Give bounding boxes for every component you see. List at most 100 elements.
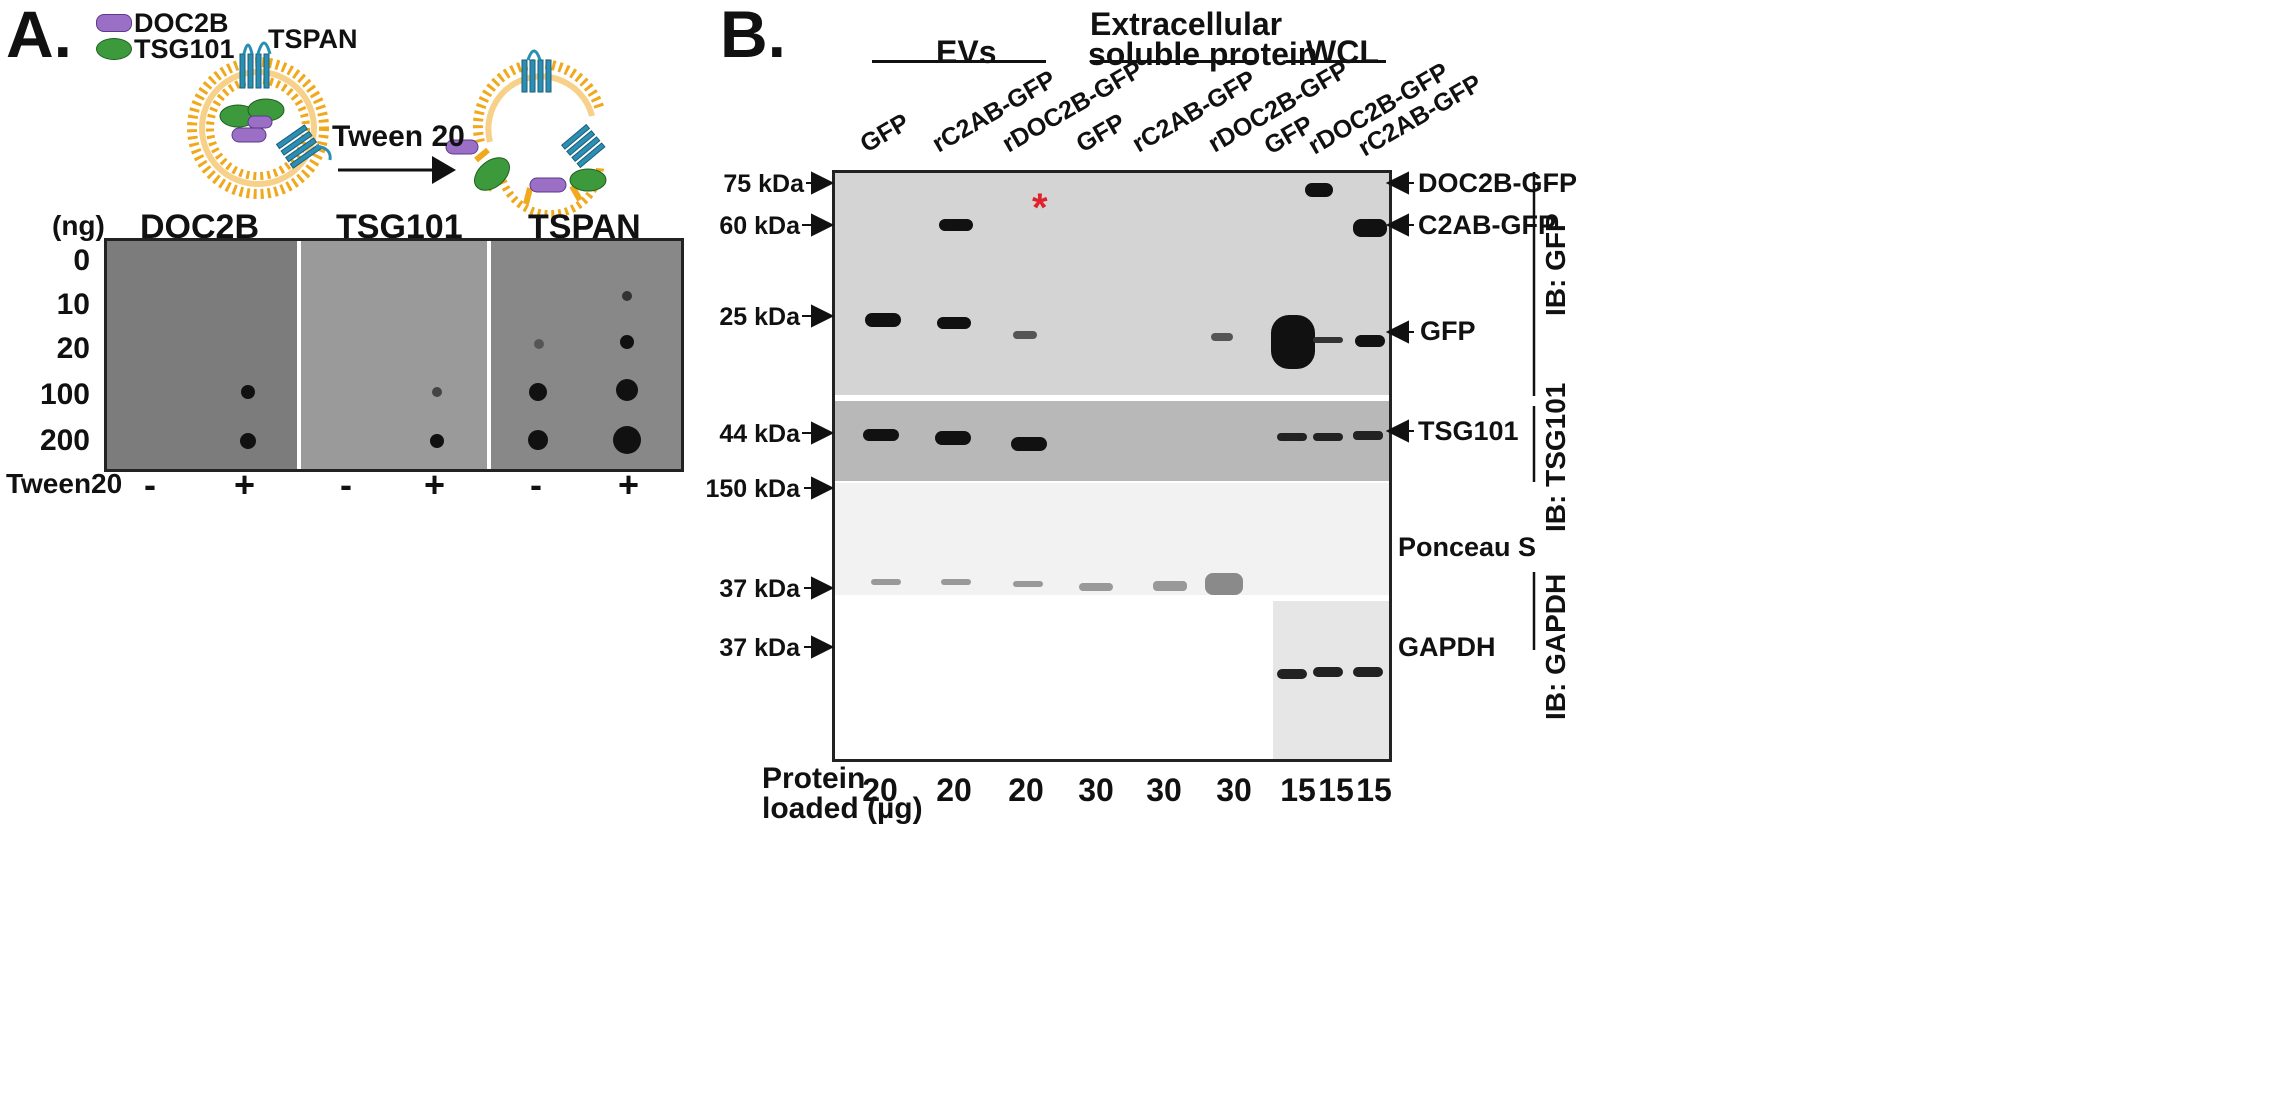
band <box>1313 667 1343 677</box>
protein-loaded-value: 15 <box>1356 772 1392 808</box>
marker-25kda: 25 kDa <box>719 303 800 331</box>
band <box>1211 333 1233 341</box>
intact-vesicle-icon <box>187 41 332 199</box>
dot-spot <box>622 291 632 301</box>
protein-loaded-label-line1: Protein <box>762 762 866 795</box>
dotblot-tsg101-membrane <box>301 241 487 469</box>
band <box>1013 331 1037 339</box>
ng-value: 200 <box>39 424 90 457</box>
band <box>939 219 973 231</box>
dot-spot <box>613 426 641 454</box>
protein-loaded-value: 30 <box>1146 772 1182 808</box>
dot-spot <box>240 433 256 449</box>
group-header-soluble-line1: Extracellular <box>1090 6 1283 42</box>
tween-row-label: Tween20 <box>6 468 123 499</box>
dotblot-image <box>104 238 684 472</box>
group-header-wcl: WCL <box>1306 34 1379 70</box>
ib-label-gapdh: IB: GAPDH <box>1540 573 1571 720</box>
asterisk-mark: * <box>1032 186 1048 230</box>
marker-37kda: 37 kDa <box>719 634 800 662</box>
blot-tsg101-section <box>835 401 1389 481</box>
tween-sign: - <box>144 464 156 505</box>
dot-spot <box>528 430 548 450</box>
marker-37kda: 37 kDa <box>719 575 800 603</box>
legend-tsg101-swatch <box>96 38 132 60</box>
protein-loaded-value: 20 <box>1008 772 1044 808</box>
dotblot-tspan-membrane <box>491 241 681 469</box>
western-blot-frame <box>832 170 1392 762</box>
tween-sign: - <box>530 464 542 505</box>
band <box>941 579 971 585</box>
tween-sign: + <box>618 464 640 505</box>
band <box>1313 433 1343 441</box>
protein-loaded-value: 20 <box>936 772 972 808</box>
band <box>865 313 901 327</box>
band <box>1313 337 1343 343</box>
right-label-c2ab-gfp: C2AB-GFP <box>1418 210 1557 240</box>
tween-arrow-icon <box>338 156 456 184</box>
band <box>1153 581 1187 591</box>
legend-doc2b-swatch <box>96 14 132 32</box>
band <box>1353 667 1383 677</box>
legend-tsg101-label: TSG101 <box>134 34 235 64</box>
panel-a-letter: A. <box>6 0 72 71</box>
ng-value: 10 <box>56 288 90 321</box>
right-label-tsg101: TSG101 <box>1418 416 1519 446</box>
ng-unit-label: (ng) <box>52 210 105 241</box>
ng-value: 100 <box>39 378 90 411</box>
protein-loaded-value: 30 <box>1216 772 1252 808</box>
group-header-soluble-line2: soluble protein <box>1088 36 1318 72</box>
group-underline-soluble <box>1090 60 1254 63</box>
marker-60kda: 60 kDa <box>719 212 800 240</box>
band <box>937 317 971 329</box>
dot-spot <box>616 379 638 401</box>
band <box>1353 431 1383 440</box>
band <box>1355 335 1385 347</box>
dotblot-doc2b-membrane <box>107 241 297 469</box>
band <box>1305 183 1333 197</box>
band <box>935 431 971 445</box>
tween-arrow-label: Tween 20 <box>332 120 465 153</box>
band <box>1271 315 1315 369</box>
protein-loaded-value: 30 <box>1078 772 1114 808</box>
right-label-doc2b-gfp: DOC2B-GFP <box>1418 168 1578 198</box>
dot-spot <box>432 387 442 397</box>
blot-separator <box>835 395 1389 401</box>
dot-spot <box>241 385 255 399</box>
protein-loaded-label-line2: loaded (µg) <box>762 792 923 825</box>
ng-value: 0 <box>73 244 90 277</box>
marker-150kda: 150 kDa <box>705 475 800 503</box>
dot-spot <box>430 434 444 448</box>
band <box>1013 581 1043 587</box>
blot-gapdh-section <box>1273 601 1389 759</box>
dot-spot <box>620 335 634 349</box>
panel-b-letter: B. <box>720 0 786 71</box>
marker-44kda: 44 kDa <box>719 420 800 448</box>
band <box>1079 583 1113 591</box>
ng-value: 20 <box>56 332 90 365</box>
band <box>871 579 901 585</box>
band <box>863 429 899 441</box>
marker-75kda: 75 kDa <box>723 170 804 198</box>
protein-loaded-value: 20 <box>862 772 898 808</box>
dotblot-divider <box>297 241 301 469</box>
band <box>1205 573 1243 595</box>
band <box>1277 433 1307 441</box>
group-underline-evs <box>872 60 1046 63</box>
tspan-label: TSPAN <box>268 24 358 54</box>
dotblot-divider <box>487 241 491 469</box>
protein-loaded-value: 15 <box>1280 772 1316 808</box>
dot-spot <box>534 339 544 349</box>
tween-sign: - <box>340 464 352 505</box>
group-underline-wcl <box>1286 60 1386 63</box>
blot-ponceau-section <box>835 483 1389 595</box>
protein-loaded-value: 15 <box>1318 772 1354 808</box>
ib-label-tsg101: IB: TSG101 <box>1540 382 1571 532</box>
band <box>1011 437 1047 451</box>
dot-spot <box>529 383 547 401</box>
tween-sign: + <box>234 464 256 505</box>
right-label-gfp: GFP <box>1420 316 1476 346</box>
right-label-ponceau: Ponceau S <box>1398 532 1537 562</box>
